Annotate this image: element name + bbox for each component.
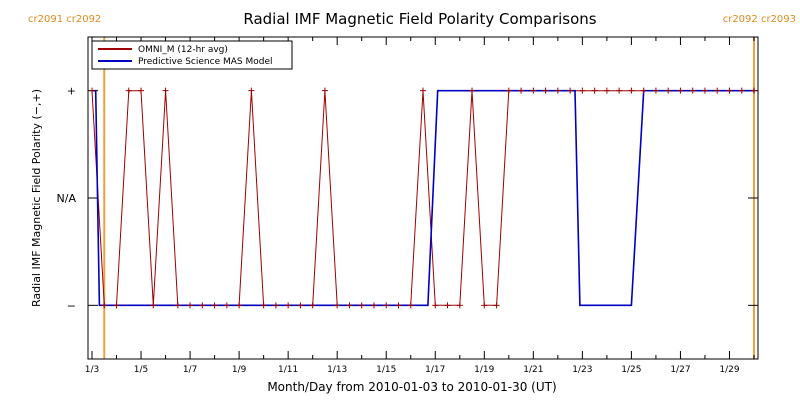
omni-data-point [665, 87, 672, 94]
omni-data-point [248, 87, 255, 94]
omni-data-point [334, 302, 341, 309]
omni-data-point [297, 302, 304, 309]
y-tick-label: N/A [57, 192, 77, 205]
chart-title: Radial IMF Magnetic Field Polarity Compa… [243, 10, 596, 28]
omni-data-point [726, 87, 733, 94]
omni-data-point [432, 302, 439, 309]
omni-series-line [91, 90, 754, 306]
omni-data-point [370, 302, 377, 309]
y-axis-label: Radial IMF Magnetic Field Polarity (−,+) [30, 89, 43, 307]
omni-data-point [395, 302, 402, 309]
omni-data-point [567, 87, 574, 94]
omni-data-point [187, 302, 194, 309]
omni-data-point [579, 87, 586, 94]
omni-data-point [456, 302, 463, 309]
omni-data-point [150, 302, 157, 309]
legend-label-omni: OMNI_M (12-hr avg) [138, 45, 228, 55]
omni-data-point [89, 87, 95, 94]
omni-data-point [211, 302, 218, 309]
omni-data-point [113, 302, 120, 309]
omni-data-point [616, 87, 623, 94]
x-tick-label: 1/11 [278, 365, 298, 375]
omni-data-point [591, 87, 598, 94]
omni-data-point [285, 302, 292, 309]
omni-data-point [420, 87, 426, 94]
omni-data-point [714, 87, 721, 94]
omni-data-point [542, 87, 549, 94]
omni-data-point [469, 87, 476, 94]
omni-data-point [236, 302, 243, 309]
x-tick-label: 1/25 [621, 365, 641, 375]
omni-data-point [518, 87, 525, 94]
omni-data-point [701, 87, 708, 94]
omni-data-point [358, 302, 365, 309]
omni-data-point [530, 87, 537, 94]
x-tick-label: 1/29 [719, 365, 739, 375]
y-tick-label: − [67, 299, 76, 312]
omni-data-point [383, 302, 390, 309]
omni-data-point [272, 302, 279, 309]
model-series-line [92, 89, 754, 307]
omni-data-point [444, 302, 451, 309]
omni-data-point [652, 87, 659, 94]
omni-data-point [162, 87, 169, 94]
omni-data-point [260, 302, 267, 309]
omni-data-point [628, 87, 635, 94]
x-tick-label: 1/17 [425, 365, 445, 375]
carrington-label-right: cr2092 cr2093 [723, 14, 796, 25]
omni-data-point [603, 87, 610, 94]
omni-data-point [407, 302, 414, 309]
y-tick-label: + [67, 85, 76, 98]
omni-data-point [738, 87, 745, 94]
omni-data-point [493, 302, 500, 309]
omni-data-point [689, 87, 696, 94]
omni-data-point [640, 87, 647, 94]
x-tick-label: 1/23 [572, 365, 592, 375]
carrington-label-left: cr2091 cr2092 [28, 14, 101, 25]
x-tick-label: 1/9 [232, 365, 247, 375]
x-tick-label: 1/27 [670, 365, 690, 375]
omni-data-point [505, 87, 512, 94]
omni-data-point [174, 302, 181, 309]
legend-box [91, 40, 293, 70]
x-tick-label: 1/5 [134, 365, 148, 375]
omni-data-point [481, 302, 488, 309]
omni-data-point [554, 87, 561, 94]
omni-data-point [346, 302, 353, 309]
x-tick-label: 1/15 [376, 365, 396, 375]
omni-data-point [321, 87, 328, 94]
x-tick-label: 1/7 [183, 365, 197, 375]
omni-data-point [223, 302, 230, 309]
plot-frame [87, 36, 759, 360]
omni-data-point [101, 302, 108, 309]
omni-data-point [125, 87, 132, 94]
omni-data-point [677, 87, 684, 94]
x-tick-label: 1/21 [523, 365, 543, 375]
omni-data-point [309, 302, 316, 309]
legend: OMNI_M (12-hr avg) Predictive Science MA… [91, 40, 293, 70]
x-axis-label: Month/Day from 2010-01-03 to 2010-01-30 … [267, 380, 556, 394]
omni-data-point [199, 302, 206, 309]
x-tick-label: 1/13 [327, 365, 347, 375]
legend-label-model: Predictive Science MAS Model [138, 57, 273, 67]
omni-data-point [751, 87, 757, 94]
x-tick-label: 1/19 [474, 365, 494, 375]
omni-data-point [138, 87, 145, 94]
x-tick-label: 1/3 [85, 365, 99, 375]
